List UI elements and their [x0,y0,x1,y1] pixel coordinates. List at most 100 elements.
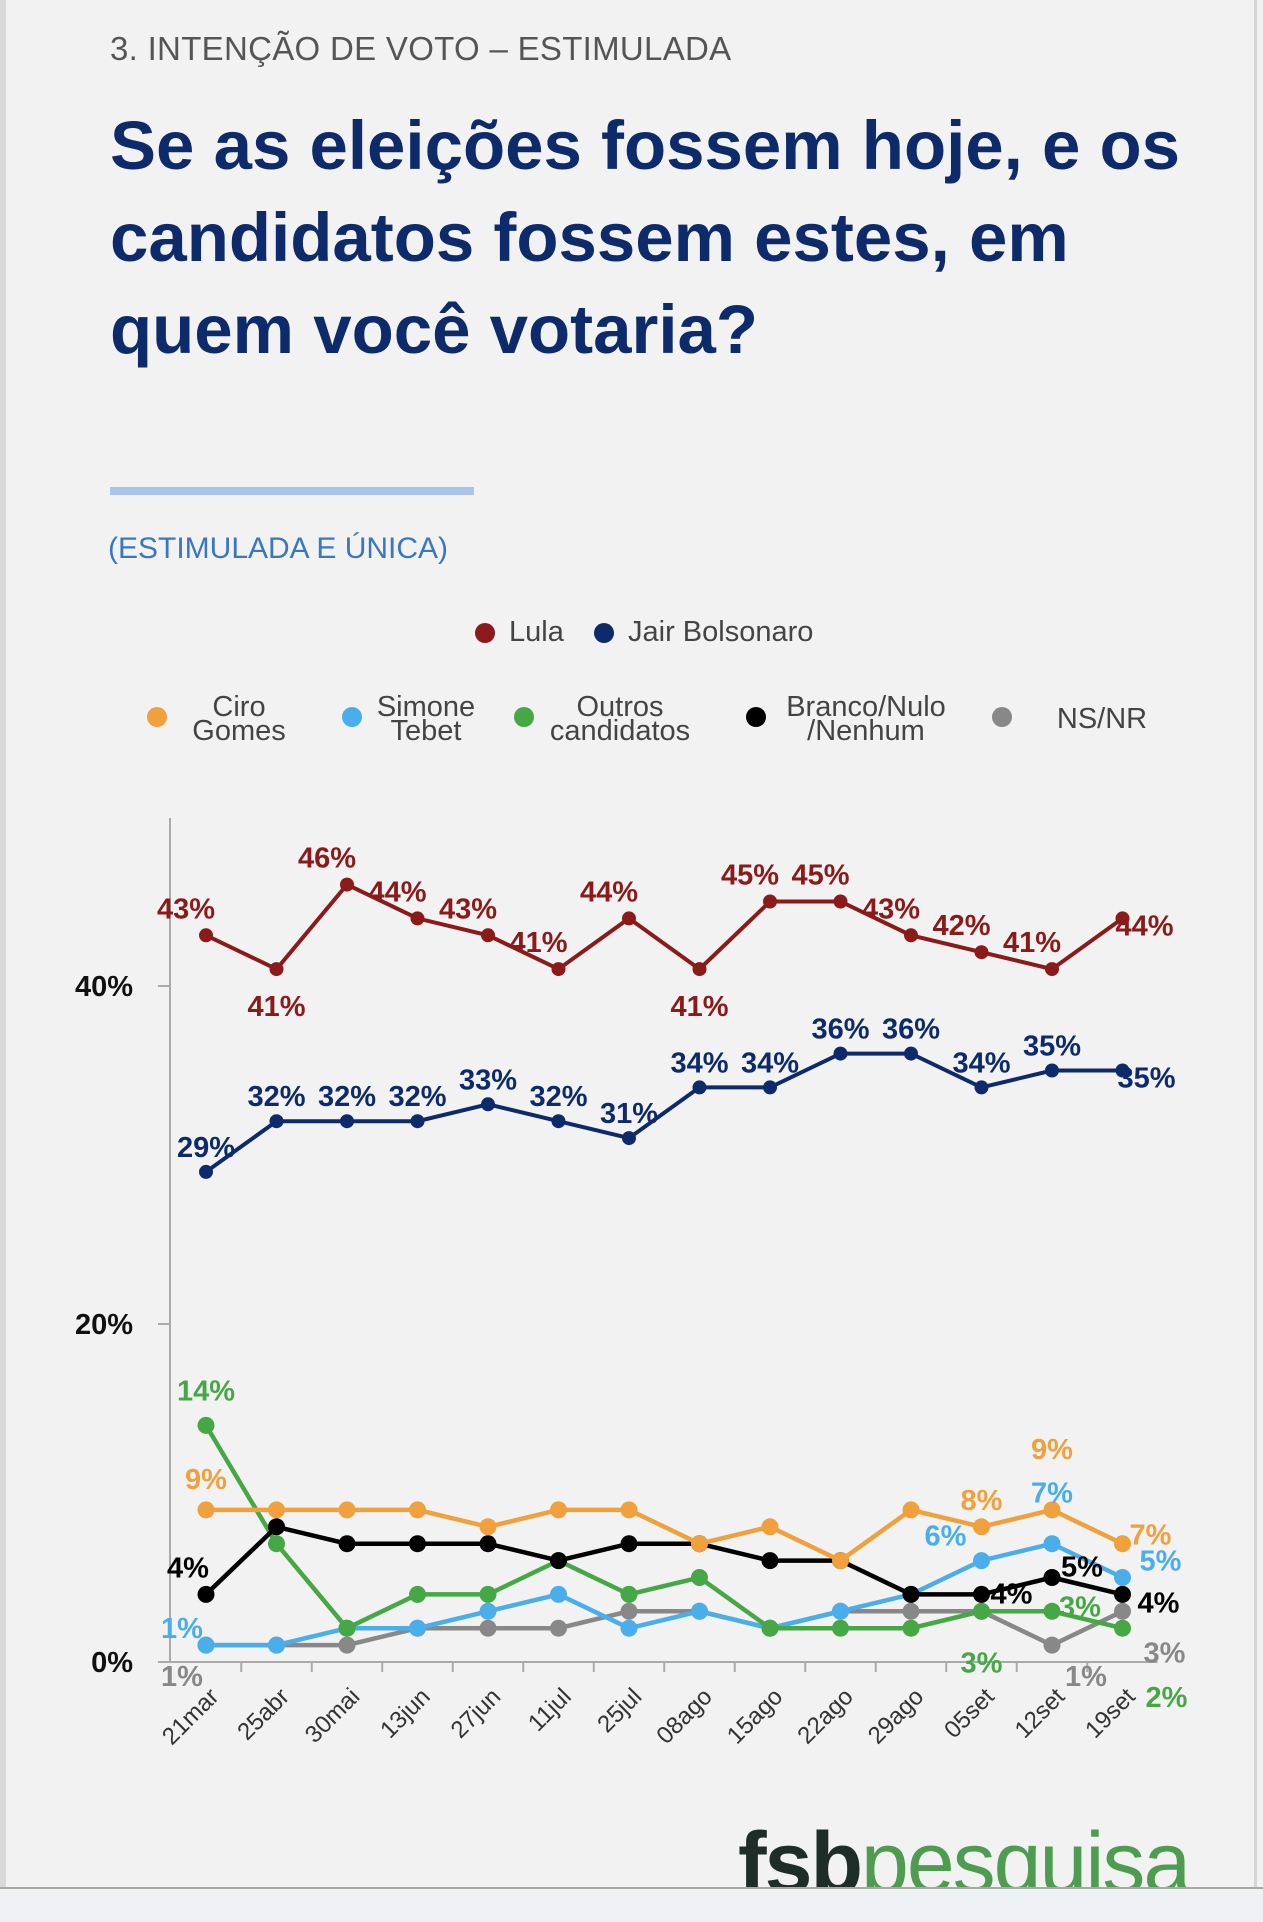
data-point [481,928,495,943]
y-tick-label: 0% [91,1647,133,1679]
data-point [197,1416,215,1434]
data-label: 43% [157,893,215,925]
data-point [620,1619,638,1637]
data-point [902,1602,920,1620]
data-point [692,962,707,977]
x-tick-label: 05set [939,1683,1000,1744]
data-point [479,1602,497,1620]
data-point [1043,1535,1061,1553]
data-label: 33% [459,1064,517,1096]
data-label: 1% [161,1613,203,1645]
data-label: 14% [177,1375,235,1407]
data-point [763,1080,777,1095]
data-label: 3% [1144,1637,1186,1669]
data-label: 41% [509,927,567,959]
data-label: 34% [670,1047,728,1079]
x-tick-label: 12set [1010,1683,1071,1744]
x-tick-label: 29ago [863,1683,929,1749]
data-point [410,911,425,926]
data-point [973,1518,990,1536]
data-point [340,1114,354,1129]
data-point [268,1636,285,1654]
y-tick-label: 20% [75,1309,133,1341]
series-line-lula [205,882,1124,972]
data-point [269,1114,284,1129]
legend-item-ciro: Ciro Gomes [192,693,285,746]
frame-left-border [0,0,6,1888]
logo-text: fsb [738,1818,863,1888]
data-point [761,1518,779,1536]
data-label: 46% [298,843,356,875]
data-label: 8% [961,1485,1003,1517]
bottom-toolbar [0,1887,1263,1922]
data-label: 4% [1138,1587,1180,1619]
data-point [974,1080,989,1095]
data-point [1115,911,1130,926]
data-point [1043,1501,1061,1519]
data-label: 6% [925,1521,967,1553]
data-point [197,1636,215,1654]
series-line-ns-nr [206,1609,1124,1648]
data-point [1114,1585,1131,1603]
legend-dot-icon [746,707,766,727]
section-heading: 3. INTENÇÃO DE VOTO – ESTIMULADA [110,30,732,67]
legend-dot-icon [514,707,534,727]
data-label: 2% [1146,1682,1188,1714]
data-label: 7% [1031,1478,1073,1510]
data-label: 41% [1003,927,1061,959]
series-line-outros-candidatos [204,1424,1124,1631]
legend-item-bolsonaro: Jair Bolsonaro [594,616,813,649]
data-point [199,1164,213,1179]
data-label: 5% [1061,1552,1103,1584]
legend-label: NS/NR [1056,703,1148,735]
series-line-jair-bolsonaro [204,1051,1123,1174]
data-label: 35% [1023,1031,1081,1063]
x-tick-label: 27jun [446,1683,507,1744]
data-point [409,1619,426,1637]
data-point [479,1619,497,1637]
x-tick-label: 15ago [722,1683,788,1749]
logo-text: pesquisa [861,1818,1190,1888]
data-point [973,1602,990,1620]
data-point [832,1602,849,1620]
data-label: 35% [1117,1063,1175,1095]
legend-label: Tebet [390,715,462,747]
legend-item-nsnr: NS/NR [1056,703,1148,735]
data-label: 41% [670,991,728,1023]
data-point [409,1585,426,1603]
data-point [199,928,213,943]
legend-label: Outros [576,691,664,723]
data-point [340,877,354,892]
x-tick-label: 25abr [232,1683,295,1746]
legend-dot-icon [475,622,495,643]
data-point [691,1569,708,1586]
title-underline [110,487,474,495]
x-tick-label: 11jul [523,1683,577,1737]
data-label: 32% [247,1081,305,1113]
data-label: 31% [600,1098,658,1130]
data-label: 9% [1031,1434,1073,1466]
data-label: 29% [177,1132,235,1164]
legend-label: Lula [509,616,564,648]
legend-item-tebet: Simone Tebet [377,693,475,747]
data-label: 43% [862,893,920,925]
data-label: 34% [741,1047,799,1079]
data-point [620,1535,638,1553]
data-label: 43% [439,893,497,925]
data-point [904,928,918,943]
data-point [833,1046,848,1061]
data-point [692,1080,707,1095]
data-point [761,1619,779,1637]
subtitle: (ESTIMULADA E ÚNICA) [108,532,449,565]
data-label: 5% [1140,1546,1182,1578]
data-point [338,1636,356,1654]
data-point [691,1535,708,1553]
data-point [197,1501,215,1519]
data-point [550,1501,567,1519]
data-point [550,1619,567,1637]
data-point [479,1585,497,1603]
data-point [761,1552,779,1570]
data-point [1115,1063,1130,1078]
data-point [550,1552,567,1570]
